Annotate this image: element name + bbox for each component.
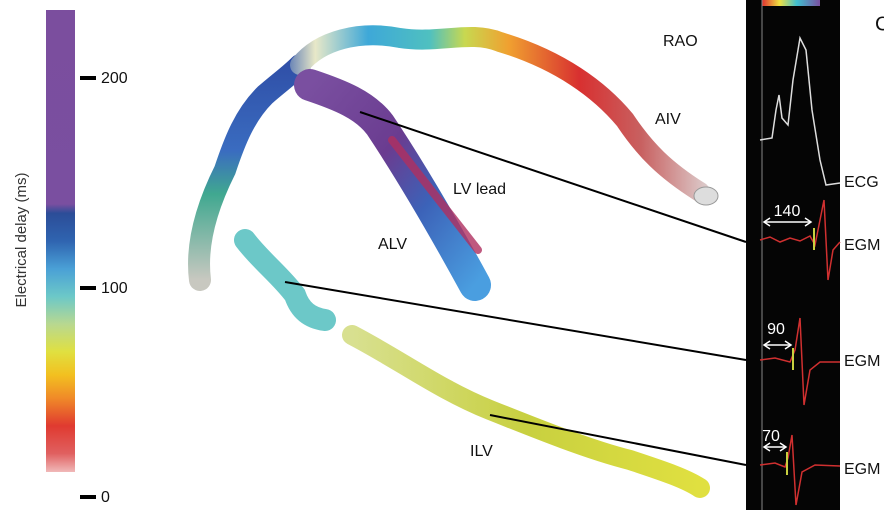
colorbar-tick-label: 100 xyxy=(101,280,128,297)
colorbar xyxy=(46,10,75,472)
label-rao: RAO xyxy=(663,33,698,50)
vein-middle xyxy=(234,229,336,331)
ecg-trace xyxy=(759,35,841,186)
delay-label: 140 xyxy=(774,203,801,220)
delay-label: 90 xyxy=(767,321,785,338)
colorbar-label: Electrical delay (ms) xyxy=(13,172,30,307)
label-alv: ALV xyxy=(378,236,407,253)
delay-arrowheads xyxy=(762,340,793,350)
label-aiv: AIV xyxy=(655,111,681,128)
trace-label: ECG xyxy=(844,174,879,191)
vein-tip xyxy=(693,186,719,206)
lv-lead xyxy=(388,136,482,254)
colorbar-tick-label: 0 xyxy=(101,489,110,506)
trace-label: EGM xyxy=(844,353,880,370)
label-ilv: ILV xyxy=(470,443,493,460)
colorbar-tick-label: 200 xyxy=(101,70,128,87)
egm-trace xyxy=(759,434,841,506)
vein-left xyxy=(188,54,311,291)
trace-label: EGM xyxy=(844,237,880,254)
vein-arc xyxy=(290,25,710,202)
delay-arrowheads xyxy=(762,442,788,452)
connector xyxy=(489,414,747,466)
panel-label: C xyxy=(875,13,884,35)
delay-arrowheads xyxy=(762,217,813,227)
label-lv-lead: LV lead xyxy=(453,181,506,198)
vein-lead-branch xyxy=(294,69,491,301)
vein-ilv xyxy=(342,325,710,498)
delay-label: 70 xyxy=(762,428,780,445)
panel-colorbar xyxy=(762,0,820,6)
connector xyxy=(359,111,747,243)
egm-trace xyxy=(759,317,840,406)
egm-trace xyxy=(759,199,841,281)
connector xyxy=(284,281,747,361)
trace-label: EGM xyxy=(844,461,880,478)
